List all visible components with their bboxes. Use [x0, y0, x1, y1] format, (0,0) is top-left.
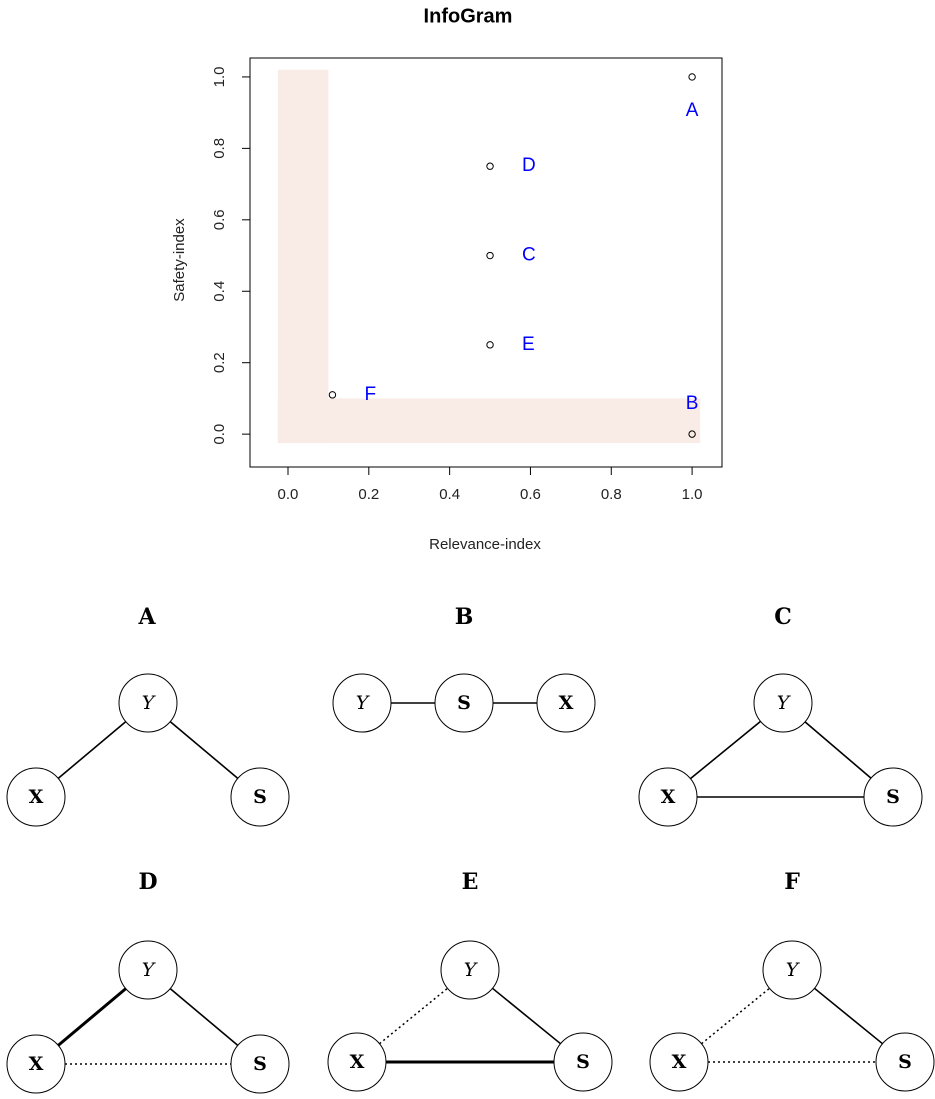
node-label: S: [898, 1051, 912, 1073]
diagram-edge: [169, 721, 239, 779]
node-label: X: [559, 692, 574, 714]
point-label: E: [522, 334, 535, 355]
node-label: Y: [356, 692, 371, 714]
y-tick-label: 0.8: [211, 138, 228, 159]
diagram-node: [434, 673, 494, 733]
x-axis-label: Relevance-index: [429, 536, 541, 553]
diagram-node: [230, 767, 290, 827]
diagram-edge: [57, 987, 127, 1047]
x-tick-label: 0.6: [520, 486, 541, 503]
node-label: X: [29, 786, 44, 808]
y-tick-label: 1.0: [211, 67, 228, 88]
point: [486, 162, 494, 170]
diagram-node: [753, 673, 813, 733]
node-label: Y: [142, 959, 157, 981]
diagram-edge: [491, 987, 562, 1045]
diagram-node: [6, 1034, 66, 1094]
node-label: Y: [777, 692, 792, 714]
diagram-node: [875, 1032, 935, 1092]
highlight-region: [277, 69, 329, 444]
node-label: X: [672, 1051, 687, 1073]
diagram-node: [863, 767, 923, 827]
point: [688, 73, 696, 81]
node-label: S: [253, 1053, 267, 1075]
diagram-edge: [57, 721, 127, 779]
diagram-node: [332, 673, 392, 733]
diagram-edge: [813, 987, 884, 1045]
diagram-node: [440, 940, 500, 1000]
diagram-edge: [379, 987, 448, 1045]
node-label: S: [576, 1051, 590, 1073]
diagram-edge: [169, 988, 239, 1046]
node-label: X: [661, 786, 676, 808]
diagram-title: E: [462, 869, 479, 895]
node-label: Y: [142, 692, 157, 714]
diagram-edge: [701, 987, 770, 1045]
point-label: D: [522, 155, 536, 176]
diagram-node: [230, 1034, 290, 1094]
diagram-edge: [689, 720, 762, 780]
chart-title: InfoGram: [424, 5, 513, 27]
diagram-node: [327, 1032, 387, 1092]
node-label: S: [886, 786, 900, 808]
node-label: Y: [464, 959, 479, 981]
diagram-title: B: [455, 604, 474, 630]
point: [328, 391, 337, 399]
diagram-node: [762, 940, 822, 1000]
highlight-region: [277, 398, 701, 444]
plot-frame: [249, 57, 723, 468]
node-label: X: [350, 1051, 365, 1073]
y-tick-label: 0.0: [211, 424, 228, 445]
x-tick-label: 0.0: [278, 486, 299, 503]
diagram-edge: [804, 721, 872, 779]
y-axis-label: Safety-index: [171, 218, 188, 302]
y-tick-label: 0.2: [211, 352, 228, 373]
x-tick-label: 0.4: [439, 486, 460, 503]
point: [486, 251, 494, 260]
node-label: Y: [786, 959, 801, 981]
point-label: A: [686, 100, 699, 121]
node-label: X: [29, 1053, 44, 1075]
y-tick-label: 0.4: [211, 281, 228, 302]
diagram-title: C: [774, 604, 792, 630]
node-label: S: [253, 786, 267, 808]
node-label: S: [457, 692, 471, 714]
y-tick-label: 0.6: [211, 209, 228, 230]
diagram-node: [6, 767, 66, 827]
diagram-title: F: [784, 869, 800, 895]
diagram-title: D: [138, 869, 157, 895]
point-label: F: [364, 384, 376, 405]
diagram-title: A: [137, 604, 156, 630]
point: [688, 430, 696, 438]
x-tick-label: 0.8: [601, 486, 622, 503]
diagram-node: [118, 940, 178, 1000]
diagram-node: [649, 1032, 709, 1092]
diagram-node: [536, 673, 596, 733]
point-label: C: [522, 245, 536, 266]
point: [486, 341, 494, 349]
point-label: B: [686, 393, 699, 414]
x-tick-label: 0.2: [358, 486, 379, 503]
diagram-node: [553, 1032, 613, 1092]
x-tick-label: 1.0: [682, 486, 703, 503]
diagram-node: [118, 673, 178, 733]
diagram-node: [638, 767, 698, 827]
